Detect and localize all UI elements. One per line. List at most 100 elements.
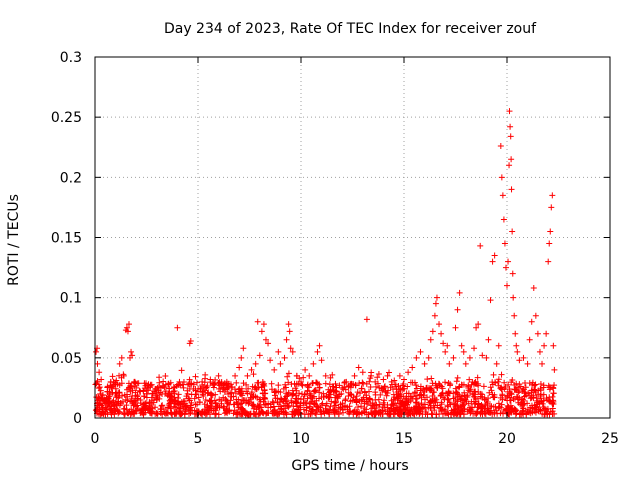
data-point: [114, 381, 121, 388]
data-point: [401, 376, 407, 383]
data-point: [255, 410, 262, 417]
data-point: [186, 376, 193, 383]
data-point: [536, 406, 543, 413]
data-point: [391, 377, 398, 384]
data-point: [494, 378, 501, 385]
data-point: [352, 382, 359, 389]
data-point: [173, 408, 180, 415]
data-point: [384, 372, 391, 379]
data-point: [182, 404, 189, 411]
data-point: [488, 387, 495, 394]
data-point: [276, 410, 283, 417]
data-point: [346, 408, 353, 415]
data-point: [285, 404, 292, 411]
data-point: [330, 388, 337, 395]
data-point: [177, 404, 184, 411]
data-point: [499, 192, 506, 199]
data-point: [547, 398, 554, 405]
data-point: [174, 395, 181, 402]
data-point: [293, 372, 300, 379]
data-point: [326, 381, 333, 388]
data-point: [170, 384, 177, 391]
data-point: [377, 391, 384, 398]
data-point: [109, 399, 116, 406]
data-point: [348, 392, 355, 399]
data-point: [236, 385, 243, 392]
data-point: [145, 381, 152, 388]
data-point: [455, 384, 462, 391]
data-point: [342, 386, 349, 393]
data-point: [250, 405, 257, 412]
data-point: [129, 352, 136, 359]
data-point: [447, 411, 454, 418]
data-point: [422, 411, 429, 418]
data-point: [114, 398, 121, 405]
data-point: [123, 324, 130, 331]
data-point: [189, 407, 196, 414]
data-point: [483, 397, 490, 404]
data-point: [494, 410, 501, 417]
data-point: [493, 360, 500, 367]
data-point: [262, 336, 269, 343]
data-point: [258, 383, 265, 390]
data-point: [549, 410, 556, 417]
data-point: [224, 398, 231, 405]
data-point: [322, 380, 329, 387]
data-point: [322, 372, 329, 379]
data-point: [174, 324, 181, 331]
data-point: [386, 410, 393, 417]
data-point: [411, 411, 418, 418]
data-point: [227, 390, 234, 397]
data-point: [118, 354, 125, 361]
data-point: [545, 382, 552, 389]
data-point: [238, 406, 245, 413]
data-point: [523, 392, 530, 399]
data-point: [486, 407, 493, 414]
data-point: [245, 385, 252, 392]
data-point: [283, 398, 290, 405]
data-point: [158, 408, 165, 415]
data-point: [318, 357, 325, 364]
data-point: [132, 380, 139, 387]
data-point: [141, 393, 148, 400]
data-point: [299, 382, 306, 389]
data-point: [309, 380, 316, 387]
data-point: [422, 405, 429, 412]
data-point: [262, 396, 269, 403]
data-point: [283, 336, 290, 343]
data-point: [162, 390, 169, 397]
data-point: [125, 321, 132, 328]
data-point: [335, 393, 342, 400]
data-point: [540, 391, 547, 398]
data-point: [332, 387, 339, 394]
data-point: [508, 186, 515, 193]
data-point: [503, 407, 510, 414]
data-point: [550, 384, 557, 391]
data-point: [175, 400, 182, 407]
data-point: [191, 395, 198, 402]
data-point: [372, 389, 379, 396]
data-point: [365, 398, 372, 405]
data-point: [454, 306, 461, 313]
data-point: [271, 366, 278, 373]
data-point: [347, 381, 354, 388]
data-point: [134, 402, 141, 409]
data-point: [450, 354, 457, 361]
data-point: [506, 162, 513, 169]
data-point: [277, 405, 284, 412]
data-point: [516, 394, 523, 401]
data-point: [153, 410, 160, 417]
data-point: [238, 400, 245, 407]
data-point: [431, 395, 438, 402]
data-point: [281, 354, 288, 361]
data-point: [513, 386, 520, 393]
data-point: [280, 385, 287, 392]
data-point: [142, 400, 149, 407]
data-point: [396, 372, 403, 379]
data-point: [100, 410, 107, 417]
data-point: [306, 391, 313, 398]
data-point: [379, 387, 386, 394]
data-point: [285, 370, 292, 377]
data-point: [313, 411, 320, 418]
data-point: [473, 324, 480, 331]
